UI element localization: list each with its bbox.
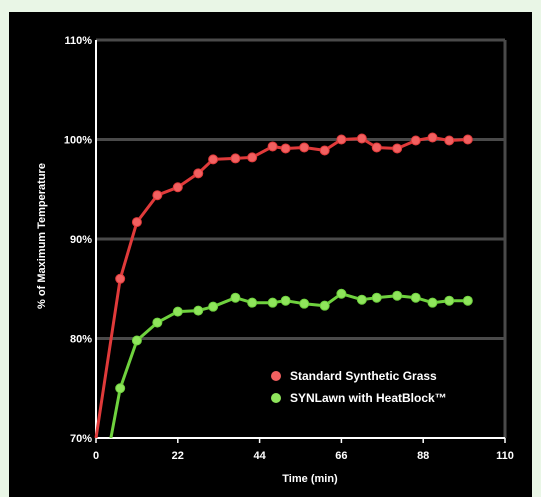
data-point [208,154,219,165]
x-tick-label: 22 [172,450,184,462]
data-point [247,152,258,163]
data-point [152,190,163,201]
series-0 [94,132,473,439]
data-point [299,298,310,309]
series-line [109,292,468,439]
data-point [131,335,142,346]
data-point [267,297,278,308]
x-tick-label: 88 [417,450,429,462]
legend-label-standard: Standard Synthetic Grass [290,369,437,383]
x-tick-label: 44 [253,450,266,462]
y-tick-label: 100% [64,135,92,147]
data-point [336,134,347,145]
data-point [115,383,126,394]
data-point [172,182,183,193]
data-point [280,143,291,154]
series-group [94,132,473,439]
data-point [131,217,142,228]
data-point [427,132,438,143]
x-tick-label: 0 [93,450,99,462]
data-point [280,295,291,306]
data-point [356,133,367,144]
legend-label-synlawn: SYNLawn with HeatBlock™ [290,391,447,405]
legend-marker-standard [271,371,281,381]
data-point [115,273,126,284]
data-point [152,317,163,328]
data-point [193,168,204,179]
legend: Standard Synthetic Grass SYNLawn with He… [271,369,447,405]
data-point [193,305,204,316]
data-point [462,295,473,306]
data-point [230,153,241,164]
data-point [427,297,438,308]
grid-lines [96,38,507,438]
y-tick-label: 80% [70,334,92,346]
data-point [336,288,347,299]
data-point [392,290,403,301]
data-point [319,145,330,156]
legend-marker-synlawn [271,393,281,403]
data-point [230,292,241,303]
data-point [410,292,421,303]
x-tick-label: 110 [496,450,514,462]
series-1 [109,288,473,439]
chart-panel: 70% 80% 90% 100% 110% 0 22 44 66 88 110 Time (min)… [9,12,532,497]
data-point [267,141,278,152]
y-tick-label: 110% [64,35,92,47]
data-point [371,292,382,303]
data-point [444,135,455,146]
data-point [444,295,455,306]
y-axis-title: % of Maximum Temperature [36,163,48,309]
data-point [392,143,403,154]
x-axis-title: Time (min) [282,473,338,485]
data-point [371,142,382,153]
data-point [247,297,258,308]
temperature-line-chart: 70% 80% 90% 100% 110% 0 22 44 66 88 110 Time (min)… [36,35,514,485]
axes: 70% 80% 90% 100% 110% 0 22 44 66 88 110 [64,35,514,462]
data-point [299,142,310,153]
data-point [172,306,183,317]
data-point [356,294,367,305]
x-tick-label: 66 [335,450,347,462]
y-tick-label: 70% [70,433,92,445]
data-point [208,301,219,312]
data-point [410,135,421,146]
data-point [462,134,473,145]
y-tick-label: 90% [70,234,92,246]
data-point [319,300,330,311]
